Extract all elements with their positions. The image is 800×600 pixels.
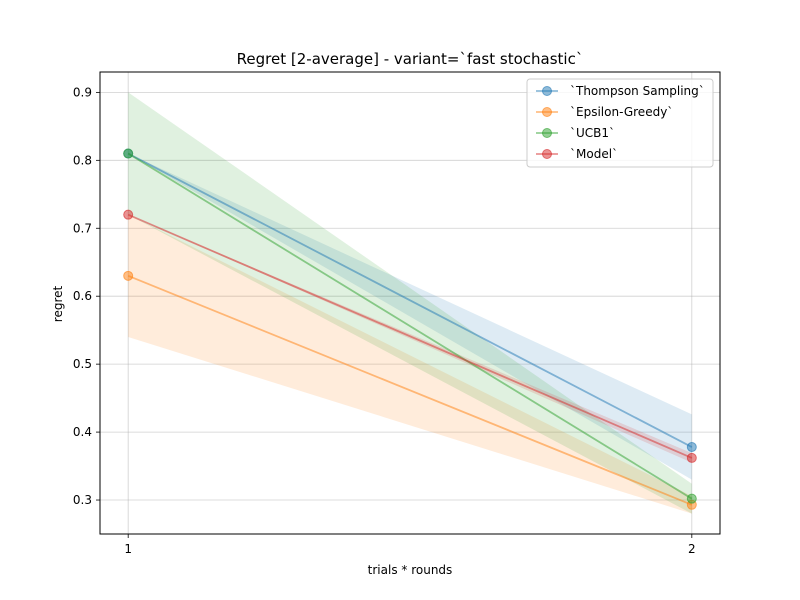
y-axis-label: regret	[51, 285, 65, 322]
y-tick-label: 0.6	[73, 289, 92, 303]
legend-label: `Thompson Sampling`	[570, 84, 705, 98]
legend-label: `Epsilon-Greedy`	[570, 105, 673, 119]
legend-label: `Model`	[570, 147, 618, 161]
data-point	[123, 209, 134, 220]
y-tick-label: 0.3	[73, 493, 92, 507]
confidence-band	[128, 153, 692, 480]
series-line	[127, 274, 693, 506]
series-line	[127, 152, 693, 448]
series-line	[127, 152, 693, 500]
axes-frame	[99, 71, 721, 535]
y-tick-label: 0.8	[73, 153, 92, 167]
confidence-bands	[128, 92, 692, 514]
y-axis-ticks: 0.3 0.4 0.5 0.6 0.7 0.8 0.9	[73, 85, 100, 507]
y-tick-label: 0.9	[73, 85, 92, 99]
confidence-band	[128, 214, 692, 463]
x-tick-label: 2	[688, 542, 696, 556]
legend-marker	[542, 86, 552, 96]
legend-marker	[542, 107, 552, 117]
data-point	[123, 148, 134, 159]
data-point	[686, 452, 697, 463]
grid-lines	[100, 72, 720, 534]
legend-marker	[542, 128, 552, 138]
x-axis-label: trials * rounds	[368, 563, 453, 577]
data-point	[686, 442, 697, 453]
legend-box	[526, 78, 714, 168]
y-tick-label: 0.5	[73, 357, 92, 371]
x-tick-label: 1	[124, 542, 132, 556]
legend-marker	[542, 149, 552, 159]
legend-label: `UCB1`	[570, 126, 615, 140]
y-tick-label: 0.7	[73, 221, 92, 235]
legend: `Thompson Sampling` `Epsilon-Greedy` `UCB1…	[526, 78, 714, 168]
data-point	[123, 270, 134, 281]
chart-title: Regret [2-average] - variant=`fast stoch…	[237, 50, 584, 68]
series-line	[127, 213, 693, 459]
y-tick-label: 0.4	[73, 425, 92, 439]
confidence-band	[128, 92, 692, 514]
series-lines	[123, 148, 697, 510]
confidence-band	[128, 214, 692, 514]
data-point	[686, 493, 697, 504]
